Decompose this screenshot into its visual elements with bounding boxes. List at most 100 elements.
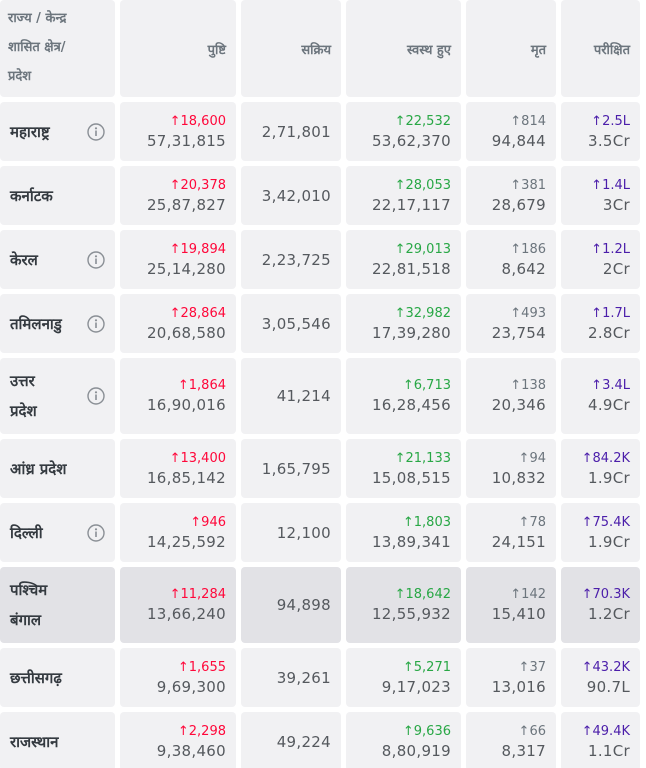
- confirmed-total: 9,69,300: [156, 677, 226, 696]
- tested-cell: ↑75.4K 1.9Cr: [561, 503, 640, 562]
- confirmed-delta: ↑18,600: [170, 113, 226, 131]
- confirmed-cell: ↑18,600 57,31,815: [120, 102, 236, 161]
- info-icon[interactable]: [87, 122, 105, 141]
- tested-total: 1.9Cr: [588, 468, 630, 487]
- state-cell[interactable]: आंध्र प्रदेश: [0, 439, 115, 498]
- confirmed-total: 14,25,592: [146, 532, 226, 551]
- up-arrow: ↑: [591, 113, 603, 129]
- deceased-total: 94,844: [491, 131, 546, 150]
- recovered-cell: ↑32,982 17,39,280: [346, 294, 461, 353]
- tested-total: 2.8Cr: [588, 323, 630, 342]
- up-arrow: ↑: [581, 450, 593, 466]
- state-name: केरल: [10, 250, 38, 269]
- header-state[interactable]: राज्य / केन्द्र शासित क्षेत्र/ प्रदेश: [0, 0, 115, 97]
- header-tested[interactable]: परीक्षित: [561, 0, 640, 97]
- state-cell[interactable]: तमिलनाडु: [0, 294, 115, 353]
- state-cell[interactable]: पश्चिम बंगाल: [0, 567, 115, 643]
- header-confirmed[interactable]: पुष्टि: [120, 0, 236, 97]
- tested-delta: ↑3.4L: [591, 377, 630, 395]
- recovered-delta-value: 29,013: [405, 241, 452, 257]
- deceased-total: 10,832: [491, 468, 546, 487]
- deceased-cell: ↑142 15,410: [466, 567, 556, 643]
- recovered-total: 8,80,919: [381, 741, 451, 760]
- state-cell[interactable]: महाराष्ट्र: [0, 102, 115, 161]
- state-cell[interactable]: राजस्थान: [0, 712, 115, 768]
- up-arrow: ↑: [518, 450, 530, 466]
- tested-cell: ↑1.4L 3Cr: [561, 166, 640, 225]
- up-arrow: ↑: [510, 177, 522, 193]
- header-deceased[interactable]: मृत: [466, 0, 556, 97]
- recovered-total: 13,89,341: [371, 532, 451, 551]
- up-arrow: ↑: [510, 305, 522, 321]
- recovered-delta: ↑29,013: [395, 241, 451, 259]
- up-arrow: ↑: [169, 113, 181, 129]
- confirmed-cell: ↑28,864 20,68,580: [120, 294, 236, 353]
- active-cell: 49,224: [241, 712, 341, 768]
- tested-delta: ↑2.5L: [591, 113, 630, 131]
- info-icon[interactable]: [87, 314, 105, 333]
- up-arrow: ↑: [581, 587, 593, 602]
- state-cell[interactable]: उत्तर प्रदेश: [0, 358, 115, 434]
- confirmed-delta: ↑20,378: [170, 177, 226, 195]
- state-cell[interactable]: दिल्ली: [0, 503, 115, 562]
- deceased-delta-value: 493: [521, 305, 546, 321]
- recovered-delta-value: 1,803: [413, 514, 451, 530]
- confirmed-total: 57,31,815: [146, 131, 226, 150]
- confirmed-delta-value: 2,298: [188, 723, 226, 739]
- header-text: मृत: [530, 42, 546, 58]
- up-arrow: ↑: [581, 723, 593, 739]
- confirmed-delta: ↑11,284: [170, 586, 226, 604]
- recovered-delta: ↑9,636: [403, 723, 451, 741]
- deceased-total: 23,754: [491, 323, 546, 342]
- header-text: परीक्षित: [593, 42, 630, 58]
- tested-cell: ↑3.4L 4.9Cr: [561, 358, 640, 434]
- active-cell: 3,05,546: [241, 294, 341, 353]
- header-active[interactable]: सक्रिय: [241, 0, 341, 97]
- deceased-delta: ↑493: [510, 305, 546, 323]
- confirmed-total: 16,85,142: [146, 468, 226, 487]
- up-arrow: ↑: [394, 177, 406, 193]
- state-cell[interactable]: केरल: [0, 230, 115, 289]
- info-icon[interactable]: [87, 523, 105, 542]
- tested-total: 3Cr: [602, 195, 630, 214]
- up-arrow: ↑: [169, 450, 181, 466]
- confirmed-cell: ↑2,298 9,38,460: [120, 712, 236, 768]
- tested-delta: ↑1.2L: [591, 241, 630, 259]
- up-arrow: ↑: [510, 113, 522, 129]
- confirmed-cell: ↑13,400 16,85,142: [120, 439, 236, 498]
- deceased-delta: ↑37: [519, 659, 546, 677]
- up-arrow: ↑: [510, 378, 522, 393]
- tested-delta-value: 84.2K: [592, 450, 630, 466]
- up-arrow: ↑: [177, 659, 189, 675]
- recovered-cell: ↑9,636 8,80,919: [346, 712, 461, 768]
- up-arrow: ↑: [169, 587, 181, 602]
- confirmed-delta-value: 946: [201, 514, 226, 530]
- deceased-delta: ↑78: [519, 514, 546, 532]
- tested-total: 1.2Cr: [588, 605, 630, 623]
- deceased-cell: ↑138 20,346: [466, 358, 556, 434]
- deceased-total: 8,317: [501, 741, 546, 760]
- state-name: पश्चिम बंगाल: [10, 581, 48, 629]
- up-arrow: ↑: [394, 113, 406, 129]
- state-cell[interactable]: कर्नाटक: [0, 166, 115, 225]
- deceased-delta-value: 381: [521, 177, 546, 193]
- recovered-cell: ↑18,642 12,55,932: [346, 567, 461, 643]
- state-name: तमिलनाडु: [10, 314, 62, 333]
- header-recovered[interactable]: स्वस्थ हुए: [346, 0, 461, 97]
- tested-delta-value: 1.2L: [602, 241, 630, 257]
- recovered-delta: ↑18,642: [395, 586, 451, 604]
- recovered-delta: ↑28,053: [395, 177, 451, 195]
- info-icon[interactable]: [87, 387, 105, 405]
- confirmed-total: 20,68,580: [146, 323, 226, 342]
- up-arrow: ↑: [402, 378, 414, 393]
- confirmed-delta: ↑1,655: [178, 659, 226, 677]
- up-arrow: ↑: [169, 241, 181, 257]
- confirmed-total: 25,14,280: [146, 259, 226, 278]
- state-cell[interactable]: छत्तीसगढ़: [0, 648, 115, 707]
- deceased-total: 13,016: [491, 677, 546, 696]
- deceased-delta-value: 138: [521, 378, 546, 393]
- recovered-total: 12,55,932: [371, 605, 451, 623]
- info-icon[interactable]: [87, 250, 105, 269]
- tested-delta-value: 43.2K: [592, 659, 630, 675]
- tested-delta-value: 49.4K: [592, 723, 630, 739]
